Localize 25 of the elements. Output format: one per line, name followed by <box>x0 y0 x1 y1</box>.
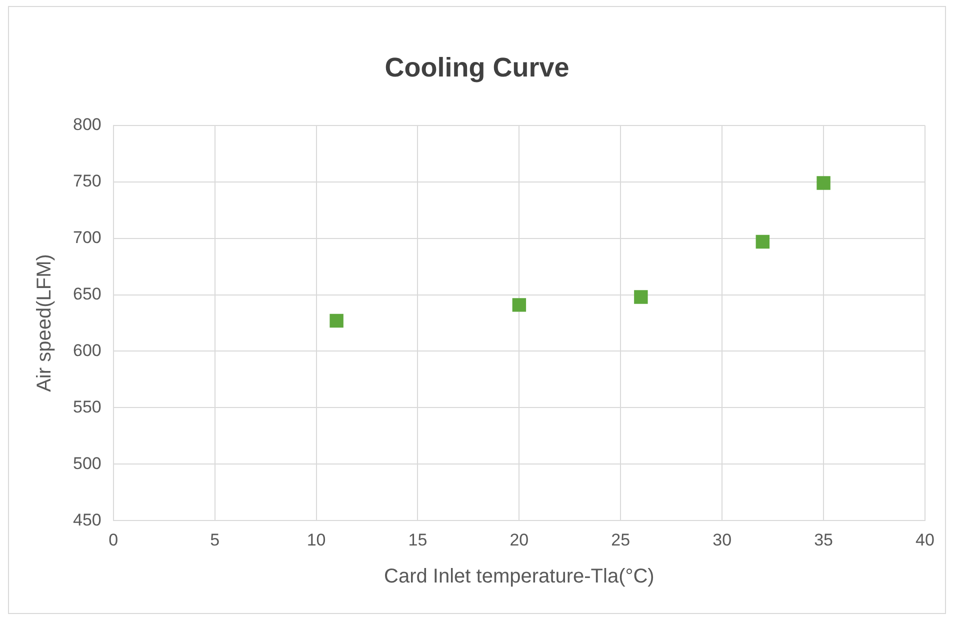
x-tick-label: 40 <box>916 530 934 550</box>
x-tick-label: 10 <box>306 530 326 550</box>
y-tick-label: 750 <box>72 172 102 191</box>
point <box>634 290 648 304</box>
y-tick-label: 550 <box>72 397 102 416</box>
x-tick-label: 15 <box>408 530 428 550</box>
y-tick-label: 500 <box>72 454 102 473</box>
y-tick-label: 800 <box>72 115 102 134</box>
x-tick-label: 30 <box>712 530 732 550</box>
chart-title: Cooling Curve <box>384 52 570 83</box>
point <box>330 314 344 328</box>
y-axis-title: Air speed(LFM) <box>34 254 56 392</box>
x-axis-title: Card Inlet temperature-Tla(°C) <box>384 566 654 588</box>
x-tick-label: 25 <box>611 530 630 550</box>
y-tick-label: 600 <box>72 340 102 360</box>
point <box>512 298 526 312</box>
x-tick-label: 0 <box>108 530 118 550</box>
x-tick-label: 35 <box>814 530 834 550</box>
x-tick-label: 20 <box>510 530 529 550</box>
point <box>756 234 770 249</box>
y-tick-label: 450 <box>72 510 102 530</box>
y-tick-label: 700 <box>72 228 102 247</box>
x-tick-label: 5 <box>210 530 220 550</box>
point <box>816 176 830 190</box>
y-tick-label: 650 <box>72 284 102 304</box>
